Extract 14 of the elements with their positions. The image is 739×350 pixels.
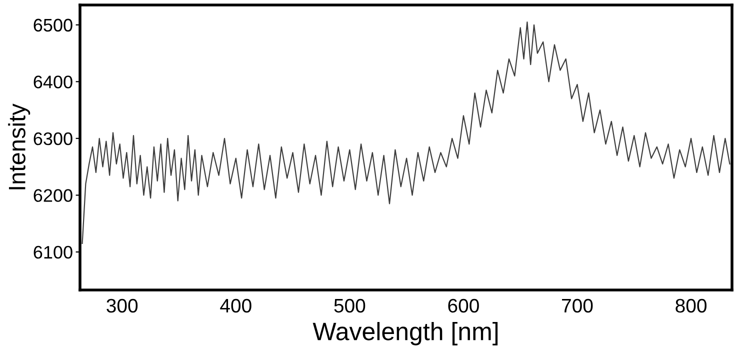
x-tick-label: 800 bbox=[676, 298, 706, 313]
y-axis-title: Intensity bbox=[8, 104, 30, 190]
x-tick-label: 500 bbox=[334, 298, 366, 313]
x-axis-title: Wavelength [nm] bbox=[312, 322, 498, 346]
y-tick-label: 6400 bbox=[34, 76, 72, 88]
x-tick-label: 700 bbox=[562, 298, 593, 313]
line-series bbox=[82, 21, 730, 244]
y-tick-label: 6500 bbox=[34, 18, 72, 32]
y-tick-label: 6300 bbox=[34, 132, 72, 146]
x-tick-label: 600 bbox=[448, 298, 479, 313]
x-tick-label: 400 bbox=[220, 298, 252, 313]
x-tick-label: 300 bbox=[106, 298, 138, 313]
y-tick-label: 6100 bbox=[34, 246, 72, 259]
y-tick-label: 6200 bbox=[34, 189, 72, 202]
